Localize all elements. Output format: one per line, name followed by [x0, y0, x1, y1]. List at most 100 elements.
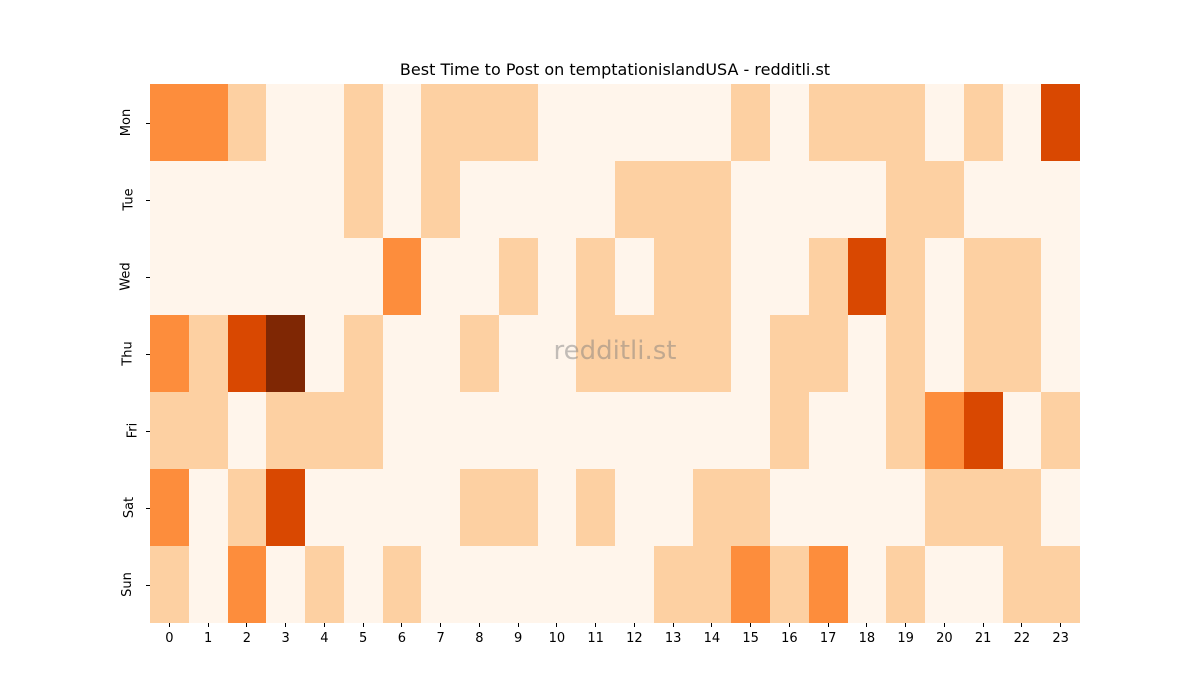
heatmap-cell — [692, 315, 732, 392]
heatmap-cell — [925, 469, 964, 546]
heatmap-cell — [925, 161, 964, 238]
heatmap-cell — [382, 161, 422, 238]
heatmap-cell — [1041, 238, 1080, 315]
heatmap-cell — [382, 546, 422, 623]
heatmap-cell — [460, 161, 499, 238]
heatmap-cell — [770, 315, 809, 392]
x-tick-mark — [556, 623, 558, 627]
heatmap-cell — [343, 84, 383, 161]
heatmap-cell — [653, 238, 693, 315]
heatmap-cell — [305, 469, 344, 546]
heatmap-cell — [925, 315, 964, 392]
heatmap-cell — [770, 84, 809, 161]
heatmap-cell — [305, 161, 344, 238]
x-tick-label: 16 — [770, 623, 809, 646]
heatmap-cell — [305, 84, 344, 161]
x-tick-mark — [982, 623, 984, 627]
x-tick-mark — [866, 623, 868, 627]
heatmap-cell — [1041, 315, 1080, 392]
heatmap-cell — [188, 392, 228, 469]
x-tick-mark — [401, 623, 403, 627]
x-tick-mark — [1021, 623, 1023, 627]
heatmap-cell — [1041, 546, 1080, 623]
heatmap-cell — [576, 469, 615, 546]
heatmap-cell — [653, 392, 693, 469]
heatmap-cell — [188, 84, 228, 161]
heatmap-cell — [227, 238, 267, 315]
heatmap-cell — [731, 392, 770, 469]
heatmap-cell — [537, 238, 577, 315]
y-tick-mark — [146, 507, 150, 509]
heatmap-cell — [498, 315, 538, 392]
heatmap-cell — [731, 84, 770, 161]
heatmap-cell — [847, 84, 887, 161]
heatmap-cell — [266, 546, 305, 623]
heatmap-cell — [150, 392, 189, 469]
y-tick-mark — [146, 584, 150, 586]
heatmap-cell — [886, 546, 925, 623]
heatmap-cell — [188, 469, 228, 546]
x-tick-mark — [1060, 623, 1062, 627]
heatmap-cell — [615, 84, 654, 161]
y-tick-mark — [146, 122, 150, 124]
heatmap-cell — [498, 392, 538, 469]
heatmap-cell — [692, 469, 732, 546]
heatmap-cell — [576, 238, 615, 315]
heatmap-cell — [615, 546, 654, 623]
heatmap-cell — [188, 161, 228, 238]
x-tick-label: 3 — [266, 623, 305, 646]
x-tick-mark — [788, 623, 790, 627]
heatmap-cell — [886, 469, 925, 546]
heatmap-cell — [963, 238, 1003, 315]
heatmap-cell — [925, 84, 964, 161]
heatmap-cell — [305, 238, 344, 315]
heatmap-cell — [382, 315, 422, 392]
y-tick-label: Mon — [113, 84, 140, 161]
y-tick-text: Tue — [121, 188, 137, 211]
heatmap-cell — [421, 392, 460, 469]
heatmap-cell — [188, 315, 228, 392]
heatmap-cell — [576, 161, 615, 238]
heatmap-cell — [266, 161, 305, 238]
heatmap-cell — [382, 392, 422, 469]
x-tick-label: 6 — [383, 623, 422, 646]
x-tick-text: 7 — [436, 631, 445, 646]
x-tick-label: 21 — [964, 623, 1003, 646]
x-tick-label: 4 — [305, 623, 344, 646]
x-tick-label: 20 — [925, 623, 964, 646]
heatmap-cell — [1041, 392, 1080, 469]
heatmap-cell — [150, 469, 189, 546]
heatmap-cell — [150, 315, 189, 392]
x-tick-label: 22 — [1003, 623, 1042, 646]
x-tick-label: 18 — [848, 623, 887, 646]
chart-title: Best Time to Post on temptationislandUSA… — [399, 60, 831, 79]
y-tick-mark — [146, 430, 150, 432]
heatmap-cell — [770, 238, 809, 315]
heatmap-cell — [615, 469, 654, 546]
heatmap-cell — [537, 392, 577, 469]
heatmap-cell — [460, 392, 499, 469]
x-tick-text: 4 — [320, 631, 329, 646]
x-tick-text: 6 — [397, 631, 407, 646]
x-tick-text: 17 — [819, 631, 837, 646]
heatmap-cell — [421, 546, 460, 623]
heatmap-cell — [537, 84, 577, 161]
heatmap-cell — [188, 238, 228, 315]
heatmap-cell — [770, 469, 809, 546]
heatmap-cell — [847, 315, 887, 392]
x-tick-text: 13 — [664, 631, 682, 646]
y-tick-label: Sat — [119, 469, 140, 546]
x-tick-text: 14 — [703, 631, 721, 646]
heatmap-cell — [227, 161, 267, 238]
heatmap-cell — [653, 315, 693, 392]
x-tick-label: 13 — [654, 623, 693, 646]
x-tick-text: 21 — [974, 631, 992, 646]
x-axis-labels: 0 1 2 3 4 5 6 7 8 9 10 11 12 13 14 15 16 17 18 19 20 21 22 23 — [150, 623, 1080, 653]
x-tick-mark — [246, 623, 248, 627]
heatmap-cell — [615, 392, 654, 469]
heatmap-cell — [692, 161, 732, 238]
heatmap-cell — [343, 546, 383, 623]
heatmap-cell — [537, 315, 577, 392]
heatmap-cell — [615, 315, 654, 392]
heatmap-cell — [963, 392, 1003, 469]
